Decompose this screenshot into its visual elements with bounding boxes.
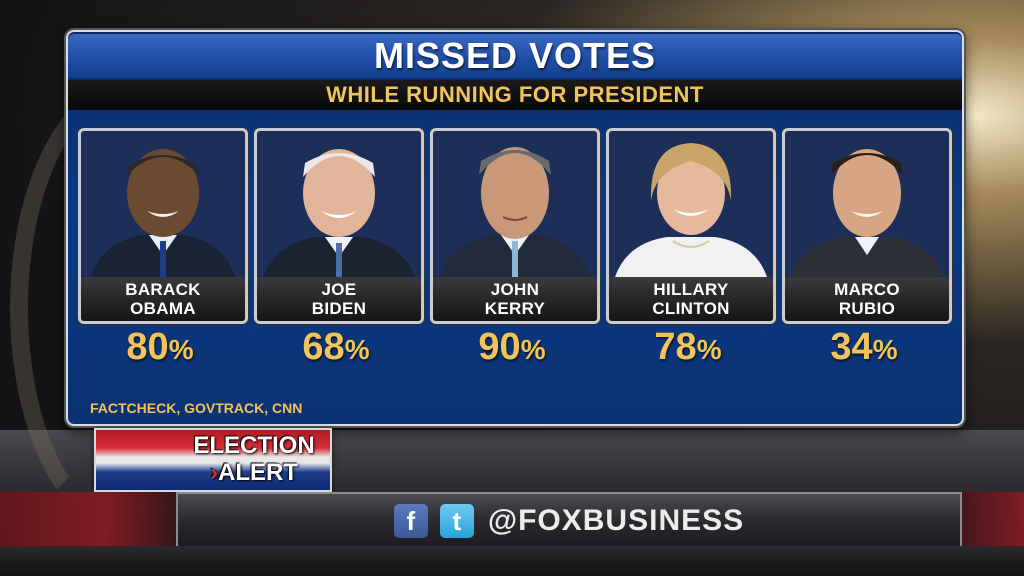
candidate-card-obama: BARACK OBAMA [78, 128, 248, 324]
candidate-first-name: JOHN [490, 280, 540, 299]
candidate-namebar: MARCO RUBIO [785, 277, 949, 321]
candidate-portrait-clinton [609, 131, 773, 277]
alert-line-2: ›ALERT [180, 460, 328, 486]
candidate-last-name: CLINTON [652, 299, 730, 318]
missed-vote-value: 80 [126, 326, 169, 368]
candidate-first-name: MARCO [834, 280, 900, 299]
missed-vote-value: 68 [302, 326, 345, 368]
chevron-right-icon: › [210, 459, 218, 486]
missed-vote-pct-rubio: 34% [779, 326, 949, 369]
percent-sign: % [520, 334, 546, 365]
candidate-last-name: OBAMA [130, 299, 196, 318]
ticker-right-accent [960, 492, 1024, 546]
missed-votes-panel: MISSED VOTES WHILE RUNNING FOR PRESIDENT… [66, 30, 964, 426]
candidate-namebar: BARACK OBAMA [81, 277, 245, 321]
social-ticker: f t @FOXBUSINESS [176, 492, 962, 550]
candidate-last-name: RUBIO [838, 299, 896, 318]
missed-vote-pct-kerry: 90% [427, 326, 597, 369]
social-handle: @FOXBUSINESS [487, 504, 745, 537]
missed-vote-pct-clinton: 78% [603, 326, 773, 369]
candidate-first-name: JOE [321, 280, 357, 299]
candidate-first-name: BARACK [125, 280, 201, 299]
missed-vote-value: 78 [654, 326, 697, 368]
facebook-icon: f [393, 504, 428, 538]
title-bar: MISSED VOTES [68, 34, 962, 78]
candidate-namebar: HILLARY CLINTON [609, 277, 773, 321]
candidate-portrait-obama [81, 131, 245, 277]
candidate-portrait-biden [257, 131, 421, 277]
candidate-card-clinton: HILLARY CLINTON [606, 128, 776, 324]
candidate-namebar: JOE BIDEN [257, 277, 421, 321]
subtitle-bar: WHILE RUNNING FOR PRESIDENT [68, 80, 962, 110]
chart-subtitle: WHILE RUNNING FOR PRESIDENT [326, 82, 704, 107]
candidate-card-kerry: JOHN KERRY [430, 128, 600, 324]
candidate-card-biden: JOE BIDEN [254, 128, 424, 324]
candidate-last-name: BIDEN [311, 299, 367, 318]
alert-line-2-text: ALERT [218, 459, 298, 486]
chart-title: MISSED VOTES [373, 35, 657, 76]
candidate-last-name: KERRY [484, 299, 546, 318]
candidate-portrait-rubio [785, 131, 949, 277]
candidate-first-name: HILLARY [653, 280, 729, 299]
missed-vote-value: 90 [478, 326, 521, 368]
candidate-card-rubio: MARCO RUBIO [782, 128, 952, 324]
candidate-portrait-kerry [433, 131, 597, 277]
ticker-left-accent [0, 492, 176, 546]
missed-vote-pct-obama: 80% [75, 326, 245, 369]
election-alert-badge: ELECTION ›ALERT [94, 428, 332, 492]
source-note: FACTCHECK, GOVTRACK, CNN [90, 400, 303, 416]
alert-line-1: ELECTION [193, 432, 315, 459]
percent-sign: % [344, 334, 370, 365]
bottom-strip [0, 546, 1024, 576]
twitter-icon: t [439, 504, 474, 538]
percent-sign: % [872, 334, 898, 365]
missed-vote-value: 34 [830, 326, 873, 368]
missed-vote-pct-biden: 68% [251, 326, 421, 369]
percent-sign: % [168, 334, 194, 365]
candidate-namebar: JOHN KERRY [433, 277, 597, 321]
percent-sign: % [696, 334, 722, 365]
